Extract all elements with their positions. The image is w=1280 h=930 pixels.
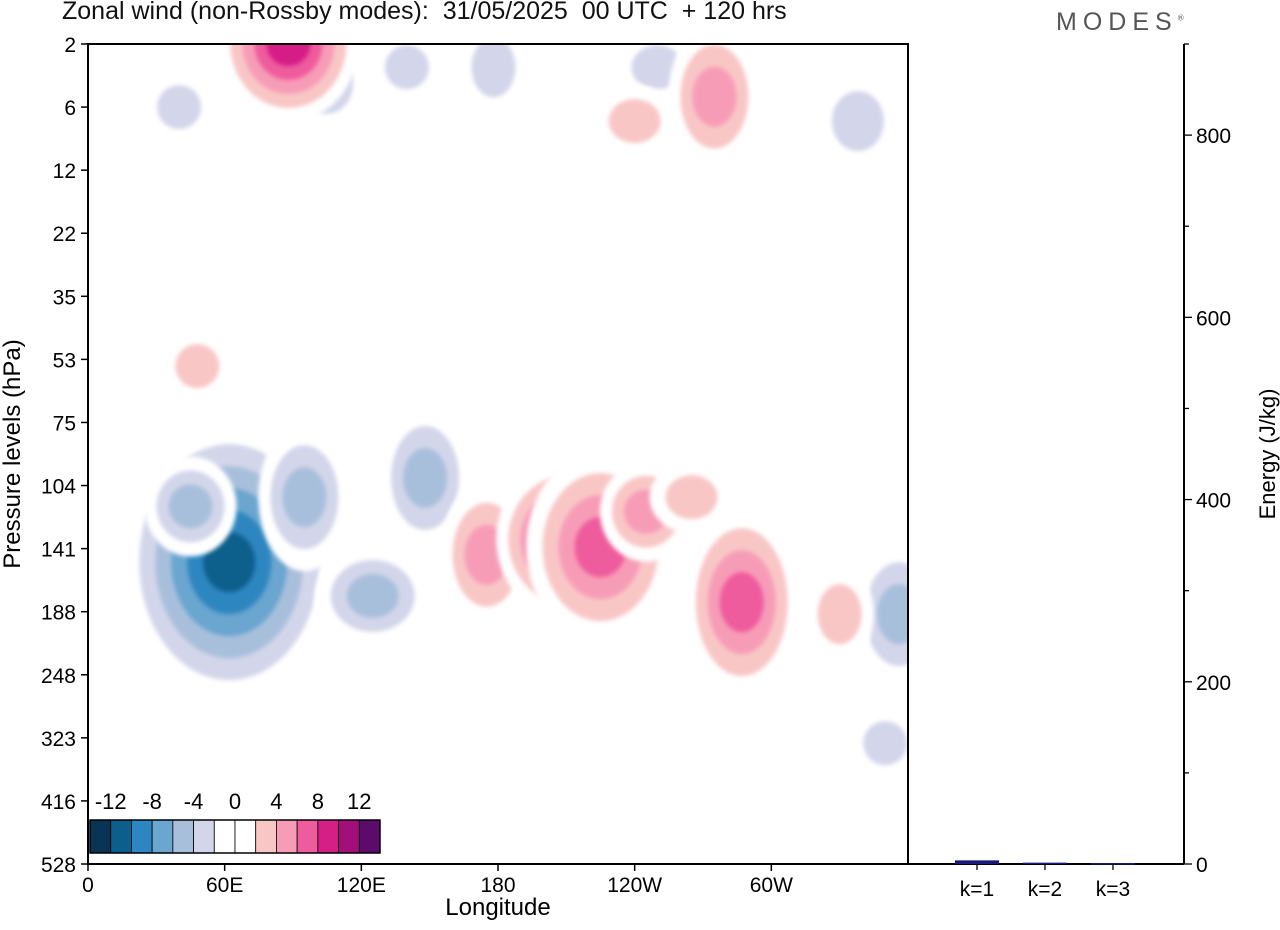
y-tick-label: 188 <box>41 602 76 625</box>
contour-blob <box>665 475 718 520</box>
colorbar-swatch <box>358 819 381 854</box>
energy-category-label: k=3 <box>1096 878 1130 901</box>
colorbar-swatch <box>338 819 360 854</box>
colorbar-swatch <box>131 819 153 854</box>
y-tick-label: 35 <box>53 286 76 309</box>
contour-blob <box>157 85 202 130</box>
colorbar-swatch <box>172 819 194 854</box>
energy-bar-k2 <box>1023 862 1067 865</box>
contour-blob <box>817 584 862 645</box>
y-tick-label: 141 <box>41 539 76 562</box>
x-tick-label: 60E <box>206 874 243 897</box>
colorbar-swatch <box>317 819 339 854</box>
energy-category-label: k=1 <box>960 878 994 901</box>
y-tick-label: 75 <box>53 412 76 435</box>
colorbar-swatch <box>110 819 132 854</box>
y-tick-label: 6 <box>64 97 76 120</box>
energy-tick-label: 600 <box>1196 307 1231 330</box>
energy-axis-label: Energy (J/kg) <box>1255 389 1280 520</box>
contour-field <box>89 44 908 780</box>
colorbar-label: 12 <box>347 789 371 814</box>
y-tick-label: 528 <box>41 854 76 877</box>
x-tick-label: 120W <box>607 874 662 897</box>
colorbar-swatch <box>234 819 257 854</box>
colorbar-swatch <box>89 819 112 854</box>
x-tick-label: 60W <box>750 874 793 897</box>
contour-blob <box>346 573 399 618</box>
colorbar-swatch <box>296 819 319 854</box>
colorbar-swatch <box>213 819 236 854</box>
y-axis-label: Pressure levels (hPa) <box>0 339 26 568</box>
y-tick-label: 323 <box>41 728 76 751</box>
brand-logo: MODES® <box>1056 8 1184 37</box>
y-tick-label: 104 <box>41 476 76 499</box>
x-axis-label: Longitude <box>445 894 550 921</box>
y-tick-label: 416 <box>41 791 76 814</box>
x-tick-label: 0 <box>82 874 94 897</box>
contour-blob <box>831 91 884 152</box>
contour-blob <box>719 572 764 633</box>
contour-blob <box>384 45 429 90</box>
y-tick-label: 22 <box>53 223 76 246</box>
colorbar-label: -8 <box>142 789 162 814</box>
x-tick-label: 180 <box>480 874 515 897</box>
energy-tick-label: 800 <box>1196 125 1231 148</box>
contour-blob <box>175 344 220 389</box>
y-tick-label: 53 <box>53 349 76 372</box>
colorbar-label: 0 <box>229 789 241 814</box>
colorbar-swatch <box>151 819 174 854</box>
energy-bar-k3 <box>1091 863 1135 865</box>
contour-blob <box>282 467 327 528</box>
energy-category-label: k=2 <box>1028 878 1062 901</box>
energy-bar-k1 <box>955 860 999 864</box>
energy-tick-label: 400 <box>1196 490 1231 513</box>
brand-text: MODES <box>1056 8 1178 36</box>
contour-blob <box>692 66 737 127</box>
chart-title: Zonal wind (non-Rossby modes): 31/05/202… <box>62 0 787 25</box>
y-tick-label: 12 <box>53 160 76 183</box>
y-tick-label: 2 <box>64 34 76 57</box>
contour-blob <box>403 447 448 508</box>
energy-tick-label: 200 <box>1196 672 1231 695</box>
contour-blob <box>578 713 623 758</box>
contour-blob <box>863 721 908 766</box>
contour-blob <box>266 44 311 66</box>
colorbar-label: 8 <box>312 789 324 814</box>
contour-blob <box>876 584 908 645</box>
contour-blob <box>168 484 213 529</box>
colorbar-swatch <box>193 819 215 854</box>
colorbar-label: 4 <box>270 789 282 814</box>
energy-tick-label: 0 <box>1196 854 1208 877</box>
colorbar-label: -4 <box>184 789 204 814</box>
contour-blob <box>608 99 661 144</box>
colorbar-swatch <box>276 819 298 854</box>
brand-mark: ® <box>1177 13 1184 23</box>
x-tick-label: 120E <box>337 874 386 897</box>
colorbar-swatch <box>255 819 277 854</box>
contour-blob <box>89 379 142 440</box>
colorbar-label: -12 <box>95 789 127 814</box>
colorbar-frame <box>89 819 381 854</box>
contour-blob <box>471 44 516 98</box>
y-tick-label: 248 <box>41 665 76 688</box>
